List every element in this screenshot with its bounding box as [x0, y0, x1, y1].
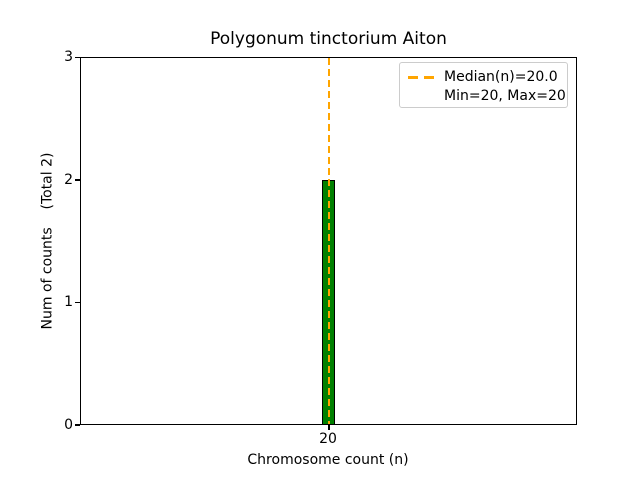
- y-tick-label-1: 1: [64, 294, 73, 310]
- median-dashed-line: [328, 58, 330, 424]
- legend-label-minmax: Min=20, Max=20: [444, 88, 566, 104]
- x-tick-mark-20: [328, 425, 330, 430]
- y-tick-mark-1: [75, 301, 80, 303]
- legend: Median(n)=20.0 Min=20, Max=20: [399, 62, 568, 108]
- orange-dashed-line-icon: [408, 75, 436, 79]
- y-tick-mark-3: [75, 56, 80, 58]
- x-axis-label: Chromosome count (n): [247, 452, 409, 468]
- legend-label-median: Median(n)=20.0: [444, 69, 558, 85]
- empty-legend-handle: [408, 95, 436, 97]
- y-tick-mark-2: [75, 179, 80, 181]
- legend-entry-median: Median(n)=20.0: [408, 68, 559, 86]
- y-tick-label-2: 2: [64, 172, 73, 188]
- y-tick-label-3: 3: [64, 49, 73, 65]
- legend-entry-minmax: Min=20, Max=20: [408, 87, 566, 105]
- y-tick-mark-0: [75, 424, 80, 426]
- chart-title: Polygonum tinctorium Aiton: [210, 29, 447, 49]
- y-tick-label-0: 0: [64, 417, 73, 433]
- x-tick-label-20: 20: [319, 431, 337, 447]
